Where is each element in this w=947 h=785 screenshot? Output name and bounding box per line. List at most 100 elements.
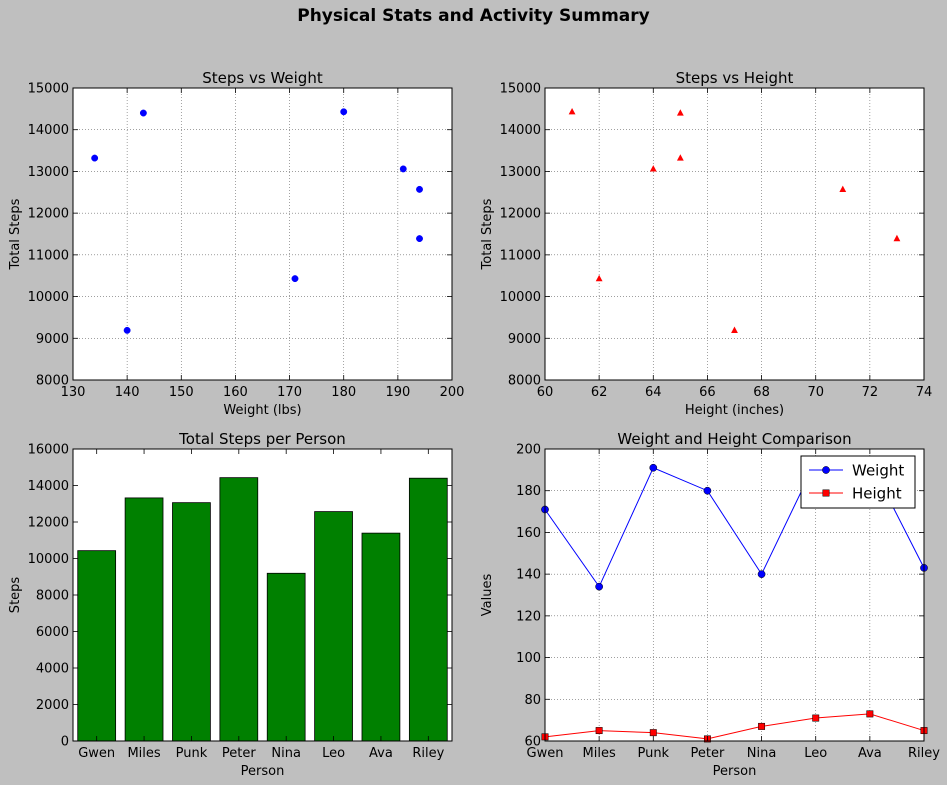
x-tick-label: 140	[115, 385, 140, 400]
y-tick-label: 12000	[28, 207, 69, 222]
series-point	[649, 463, 658, 472]
y-tick-label: 4000	[36, 662, 69, 677]
scatter-point	[893, 234, 901, 242]
bar	[266, 572, 306, 742]
axes-frame	[544, 87, 925, 381]
bar	[172, 502, 211, 742]
x-tick-label: Ava	[858, 746, 882, 761]
y-tick-label: 16000	[28, 443, 69, 458]
y-tick-label: 15000	[500, 82, 541, 97]
y-tick-label: 9000	[508, 332, 541, 347]
x-tick-label: 190	[385, 385, 410, 400]
legend: Weight Height	[800, 455, 916, 509]
chart-3: Gwen Miles Punk Peter Nina Leo Ava Riley 0 2000 40…	[8, 430, 453, 779]
y-tick-label: 8000	[36, 589, 69, 604]
x-axis-label: Weight (lbs)	[223, 403, 301, 418]
chart-title: Steps vs Weight	[202, 69, 323, 87]
scatter-point	[649, 165, 657, 172]
series-point	[649, 729, 657, 737]
scatter-point	[568, 107, 576, 115]
series-point	[703, 486, 712, 495]
series-point	[758, 722, 766, 730]
y-tick-label: 10000	[500, 290, 541, 305]
y-tick-label: 10000	[28, 552, 69, 567]
scatter-point	[416, 185, 423, 193]
y-tick-label: 120	[516, 609, 541, 624]
x-tick-label: Punk	[176, 746, 208, 761]
y-tick-label: 13000	[28, 165, 69, 180]
series-point	[812, 714, 820, 722]
x-tick-label: Riley	[412, 746, 444, 761]
y-tick-label: 9000	[36, 332, 69, 347]
scatter-point	[139, 109, 147, 117]
x-tick-label: 150	[169, 385, 194, 400]
x-tick-label: Peter	[691, 746, 725, 761]
y-tick-label: 160	[516, 526, 541, 541]
x-tick-label: Gwen	[527, 746, 564, 761]
axes-frame	[72, 87, 453, 381]
y-tick-label: 180	[516, 484, 541, 499]
scatter-point	[291, 275, 299, 283]
x-axis-label: Person	[241, 764, 285, 779]
chart-4: Gwen Miles Punk Peter Nina Leo Ava Riley 60 80 100…	[480, 430, 940, 779]
plot-area	[73, 88, 452, 380]
scatter-point	[399, 165, 407, 173]
bar	[361, 532, 401, 742]
y-tick-label: 80	[524, 693, 541, 708]
series-point	[757, 570, 766, 578]
series-line-height	[544, 713, 925, 740]
scatter-point	[839, 185, 847, 192]
y-tick-label: 11000	[500, 248, 541, 263]
scatter-point	[676, 154, 684, 161]
axes-frame	[544, 448, 925, 742]
y-axis-label: Values	[480, 574, 495, 617]
bar	[408, 477, 448, 742]
x-tick-label: Peter	[222, 746, 256, 761]
plot-area	[545, 88, 924, 380]
scatter-point	[91, 154, 99, 162]
y-axis-label: Total Steps	[8, 198, 23, 270]
x-axis-label: Person	[713, 764, 757, 779]
bar	[124, 497, 164, 742]
x-tick-label: Riley	[908, 746, 940, 761]
y-tick-label: 13000	[500, 165, 541, 180]
y-tick-label: 100	[516, 651, 541, 666]
chart-title: Steps vs Height	[676, 69, 794, 87]
y-tick-label: 140	[516, 568, 541, 583]
y-tick-label: 8000	[36, 374, 69, 389]
figure-title: Physical Stats and Activity Summary	[297, 6, 650, 26]
x-tick-label: Punk	[637, 746, 669, 761]
y-tick-label: 2000	[36, 698, 69, 713]
y-tick-label: 12000	[500, 207, 541, 222]
legend-label: Weight	[852, 462, 904, 480]
scatter-point	[340, 108, 348, 116]
series-point	[595, 727, 603, 735]
bar	[77, 550, 117, 742]
x-tick-label: 62	[591, 385, 608, 400]
x-tick-label: 70	[807, 385, 824, 400]
y-tick-label: 60	[524, 735, 541, 750]
x-tick-label: 64	[645, 385, 662, 400]
y-tick-label: 14000	[28, 479, 69, 494]
x-tick-label: 130	[61, 385, 86, 400]
x-axis-label: Height (inches)	[685, 403, 784, 418]
x-tick-label: Nina	[271, 746, 301, 761]
x-tick-label: Nina	[747, 746, 777, 761]
chart-title: Weight and Height Comparison	[617, 430, 851, 448]
y-axis-label: Steps	[8, 577, 23, 614]
scatter-point	[731, 326, 738, 333]
x-tick-label: 180	[331, 385, 356, 400]
scatter-point	[416, 235, 423, 243]
y-axis-label: Total Steps	[480, 198, 495, 270]
y-tick-label: 11000	[28, 248, 69, 263]
y-tick-label: 200	[516, 443, 541, 458]
legend-marker	[822, 466, 830, 474]
y-tick-label: 15000	[28, 82, 69, 97]
chart-2: 60 62 64 66 68 70 72 74 8000 9000 10000 11000 12000 1…	[480, 69, 932, 418]
bar	[314, 511, 353, 742]
x-tick-label: 60	[537, 385, 554, 400]
y-tick-label: 14000	[28, 123, 69, 138]
x-tick-label: Leo	[322, 746, 345, 761]
x-tick-label: Ava	[369, 746, 393, 761]
